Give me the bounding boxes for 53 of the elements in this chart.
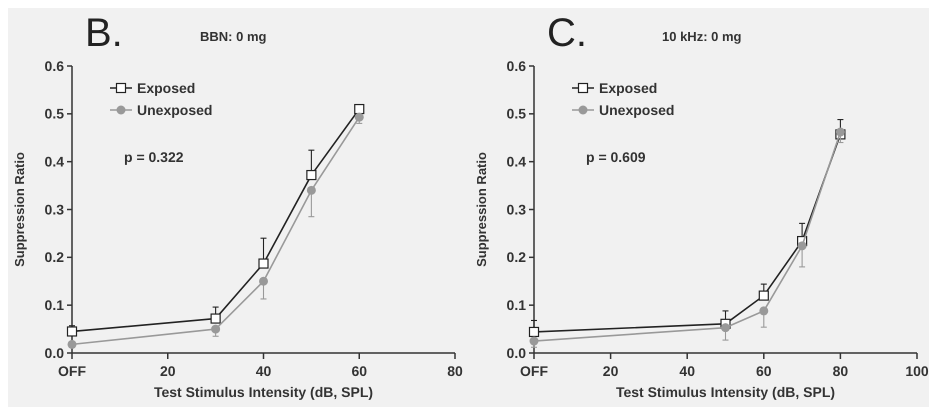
y-tick-label: 0.6 (44, 58, 64, 74)
y-tick-label: 0.5 (506, 106, 526, 122)
y-axis-title: Suppression Ratio (12, 152, 27, 267)
point (798, 241, 807, 250)
point (354, 104, 364, 114)
chart-title: B. (85, 11, 123, 55)
y-tick-label: 0.0 (44, 344, 64, 361)
x-tick-label: OFF (58, 363, 86, 379)
point (528, 326, 540, 338)
y-tick-label: 0.5 (44, 106, 64, 122)
legend-label: Unexposed (137, 102, 212, 118)
y-tick-label: 0.2 (44, 249, 64, 266)
legend-label: Unexposed (599, 102, 674, 118)
y-tick-label: 0.0 (506, 344, 526, 361)
point (210, 313, 221, 324)
y-tick-label: 0.3 (44, 201, 64, 218)
chart-title: C. (547, 11, 587, 55)
x-axis-title: Test Stimulus Intensity (dB, SPL) (154, 384, 374, 400)
x-tick-label: 60 (756, 363, 772, 379)
x-tick-label: 100 (905, 363, 929, 379)
x-tick-label: 20 (602, 363, 619, 379)
chart-subtitle: 10 kHz: 0 mg (662, 29, 742, 44)
point (211, 324, 220, 334)
y-tick-label: 0.4 (506, 154, 526, 170)
x-axis-title: Test Stimulus Intensity (dB, SPL) (616, 384, 836, 400)
y-tick-label: 0.4 (44, 154, 64, 170)
x-tick-label: 40 (679, 363, 696, 379)
x-tick-label: 80 (447, 363, 463, 379)
x-tick-label: 60 (351, 363, 368, 379)
y-tick-label: 0.1 (44, 297, 64, 314)
point (68, 340, 76, 349)
point (759, 306, 768, 316)
point (721, 323, 730, 332)
chart-subtitle: BBN: 0 mg (200, 29, 267, 44)
x-tick-label: 80 (832, 363, 848, 379)
x-tick-label: 20 (160, 363, 176, 379)
annotation: p = 0.322 (124, 149, 184, 165)
point (306, 186, 316, 195)
y-tick-label: 0.1 (506, 297, 526, 314)
point (259, 276, 268, 286)
y-tick-label: 0.2 (506, 249, 526, 266)
point (758, 290, 769, 301)
point (306, 170, 316, 180)
y-axis-title: Suppression Ratio (474, 152, 489, 267)
y-tick-label: 0.6 (506, 58, 526, 74)
x-tick-label: OFF (520, 363, 548, 379)
point (258, 258, 269, 269)
point (836, 128, 845, 137)
x-tick-label: 40 (256, 363, 272, 379)
legend-label: Exposed (599, 80, 658, 96)
legend-label: Exposed (137, 80, 196, 96)
annotation: p = 0.609 (586, 149, 646, 165)
y-tick-label: 0.3 (506, 201, 526, 218)
